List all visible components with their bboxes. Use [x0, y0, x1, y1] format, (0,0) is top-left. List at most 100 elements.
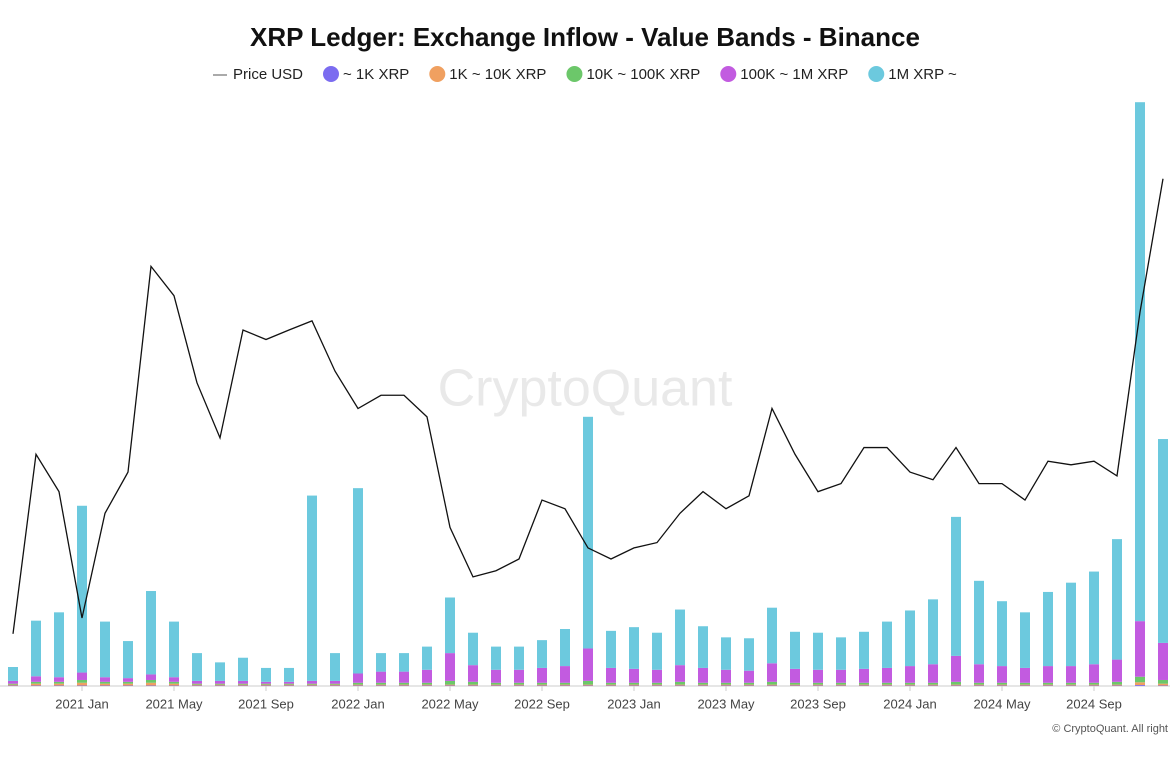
inflow-bar [422, 683, 432, 685]
inflow-bar [652, 633, 662, 670]
watermark: CryptoQuant [438, 360, 733, 418]
inflow-bar [974, 581, 984, 664]
inflow-bar [445, 685, 455, 686]
inflow-bar [376, 653, 386, 672]
inflow-bar [836, 683, 846, 685]
inflow-bar [238, 684, 248, 685]
inflow-bar [537, 683, 547, 685]
x-tick-label: 2021 Sep [238, 696, 294, 711]
inflow-bar [399, 683, 409, 685]
inflow-bar [307, 685, 317, 686]
inflow-bar [1020, 685, 1030, 686]
inflow-bar [767, 682, 777, 685]
inflow-bar [583, 648, 593, 680]
inflow-bar [54, 682, 64, 684]
inflow-bar [882, 685, 892, 686]
legend-label: ~ 1K XRP [343, 66, 409, 83]
inflow-bar [583, 681, 593, 685]
x-tick-label: 2024 Jan [883, 696, 937, 711]
inflow-bar [31, 682, 41, 684]
inflow-bar [31, 676, 41, 682]
inflow-bar [1089, 572, 1099, 665]
inflow-bar [1135, 682, 1145, 685]
inflow-bar [606, 631, 616, 668]
inflow-bar [353, 673, 363, 682]
x-tick-label: 2024 May [973, 696, 1031, 711]
legend-dot [323, 66, 339, 82]
x-tick-label: 2022 Sep [514, 696, 570, 711]
inflow-bar [1066, 583, 1076, 666]
inflow-bar [951, 682, 961, 685]
inflow-bar [330, 681, 340, 684]
legend-label: 10K ~ 100K XRP [586, 66, 700, 83]
inflow-bar [399, 685, 409, 686]
inflow-bar [330, 685, 340, 686]
inflow-bar [813, 685, 823, 686]
inflow-bar [629, 685, 639, 686]
inflow-bar [238, 681, 248, 684]
inflow-bar [307, 496, 317, 681]
inflow-bar [422, 647, 432, 670]
inflow-bar [284, 668, 294, 682]
inflow-bar [1066, 685, 1076, 686]
inflow-bar [100, 622, 110, 678]
inflow-bar [192, 685, 202, 686]
inflow-bar [468, 685, 478, 686]
footer: © CryptoQuant. All right [1052, 723, 1168, 735]
inflow-bar [215, 685, 225, 686]
inflow-bar [560, 666, 570, 683]
inflow-bar [675, 685, 685, 686]
inflow-bar [215, 662, 225, 681]
inflow-bar [376, 683, 386, 685]
inflow-bar [537, 685, 547, 686]
chart-title: XRP Ledger: Exchange Inflow - Value Band… [250, 22, 920, 52]
inflow-bar [813, 633, 823, 670]
inflow-bar [1158, 680, 1168, 684]
x-tick-label: 2021 Jan [55, 696, 109, 711]
inflow-bar [261, 668, 271, 682]
inflow-bar [238, 658, 248, 681]
inflow-bar [192, 653, 202, 681]
inflow-bar [1043, 592, 1053, 666]
inflow-bar [284, 682, 294, 684]
inflow-bar [31, 621, 41, 677]
inflow-bar [192, 681, 202, 684]
inflow-bar [813, 670, 823, 683]
inflow-bar [491, 683, 501, 685]
legend-label: 1M XRP ~ [888, 66, 957, 83]
inflow-bar [238, 685, 248, 686]
inflow-bar [1135, 685, 1145, 686]
inflow-bar [583, 417, 593, 649]
legend-dot [429, 66, 445, 82]
inflow-bar [744, 671, 754, 683]
inflow-bar [376, 672, 386, 683]
inflow-bar [560, 629, 570, 666]
inflow-bar [537, 640, 547, 668]
inflow-bar [284, 685, 294, 686]
inflow-bar [1112, 685, 1122, 686]
x-tick-label: 2024 Sep [1066, 696, 1122, 711]
inflow-bar [1135, 677, 1145, 683]
inflow-bar [1020, 683, 1030, 685]
inflow-bar [813, 683, 823, 685]
inflow-bar [744, 683, 754, 685]
inflow-bar [307, 684, 317, 685]
inflow-bar [767, 685, 777, 686]
inflow-bar [261, 685, 271, 686]
x-tick-label: 2022 May [421, 696, 479, 711]
inflow-bar [514, 683, 524, 685]
inflow-bar [629, 627, 639, 669]
inflow-bar [215, 681, 225, 684]
inflow-bar [1112, 682, 1122, 685]
inflow-bar [1066, 683, 1076, 685]
legend-label: 100K ~ 1M XRP [740, 66, 848, 83]
x-tick-label: 2021 May [145, 696, 203, 711]
inflow-bar [77, 673, 87, 680]
inflow-bar [652, 670, 662, 683]
inflow-bar [882, 622, 892, 668]
inflow-bar [744, 638, 754, 670]
inflow-bar [1135, 102, 1145, 621]
inflow-bar [169, 684, 179, 686]
inflow-bar [376, 685, 386, 686]
